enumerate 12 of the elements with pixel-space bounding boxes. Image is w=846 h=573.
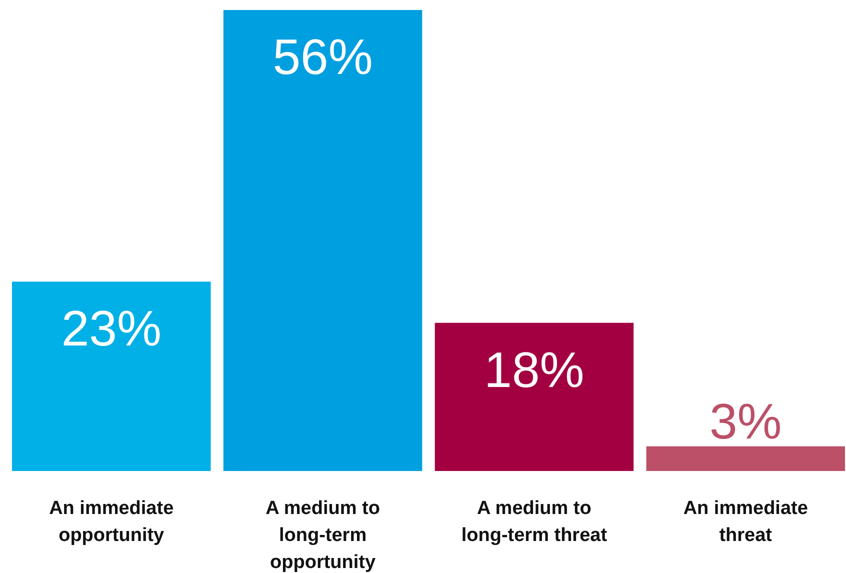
bar xyxy=(12,282,211,471)
data-label: 23% xyxy=(61,300,162,357)
bar xyxy=(223,10,422,471)
data-label: 3% xyxy=(710,393,782,450)
data-label: 18% xyxy=(484,342,584,398)
x-tick-label: A medium to long-term threat xyxy=(461,498,608,546)
bar xyxy=(646,446,845,471)
x-tick-label: An immediate opportunity xyxy=(49,498,174,546)
x-tick-label: A medium to long-term opportunity xyxy=(266,498,380,573)
bar xyxy=(434,322,634,471)
x-tick-label: An immediate threat xyxy=(683,498,808,546)
data-label: 56% xyxy=(272,29,373,85)
